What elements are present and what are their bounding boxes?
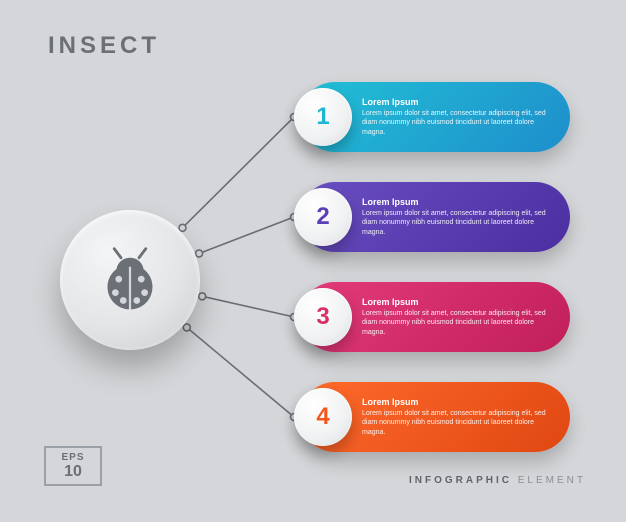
eps-version: 10 xyxy=(64,463,82,481)
eps-badge: EPS 10 xyxy=(44,446,102,486)
info-pill-1: 1Lorem IpsumLorem ipsum dolor sit amet, … xyxy=(300,82,570,152)
eps-label: EPS xyxy=(61,452,84,463)
pill-heading-3: Lorem Ipsum xyxy=(362,297,552,307)
pill-body-2: Lorem ipsum dolor sit amet, consectetur … xyxy=(362,209,552,237)
pill-heading-2: Lorem Ipsum xyxy=(362,197,552,207)
pill-text-4: Lorem Ipsum Lorem ipsum dolor sit amet, c… xyxy=(362,397,570,437)
pill-badge-4: 4 xyxy=(294,388,352,446)
pill-badge-1: 1 xyxy=(294,88,352,146)
pill-body-3: Lorem ipsum dolor sit amet, consectetur … xyxy=(362,309,552,337)
pill-heading-4: Lorem Ipsum xyxy=(362,397,552,407)
hub-circle xyxy=(60,210,200,350)
info-pill-4: 4Lorem IpsumLorem ipsum dolor sit amet, … xyxy=(300,382,570,452)
info-pill-2: 2Lorem IpsumLorem ipsum dolor sit amet, … xyxy=(300,182,570,252)
footer-tagline: INFOGRAPHIC ELEMENT xyxy=(409,475,586,486)
pill-text-1: Lorem Ipsum Lorem ipsum dolor sit amet, c… xyxy=(362,97,570,137)
ladybug-icon xyxy=(94,242,166,319)
pill-body-4: Lorem ipsum dolor sit amet, consectetur … xyxy=(362,409,552,437)
pill-badge-2: 2 xyxy=(294,188,352,246)
page-title: INSECT xyxy=(48,32,160,60)
pill-badge-3: 3 xyxy=(294,288,352,346)
pill-text-3: Lorem Ipsum Lorem ipsum dolor sit amet, c… xyxy=(362,297,570,337)
pill-heading-1: Lorem Ipsum xyxy=(362,97,552,107)
pill-body-1: Lorem ipsum dolor sit amet, consectetur … xyxy=(362,109,552,137)
tagline-rest: ELEMENT xyxy=(512,475,586,486)
tagline-bold: INFOGRAPHIC xyxy=(409,475,512,486)
info-pill-3: 3Lorem IpsumLorem ipsum dolor sit amet, … xyxy=(300,282,570,352)
pill-text-2: Lorem Ipsum Lorem ipsum dolor sit amet, c… xyxy=(362,197,570,237)
